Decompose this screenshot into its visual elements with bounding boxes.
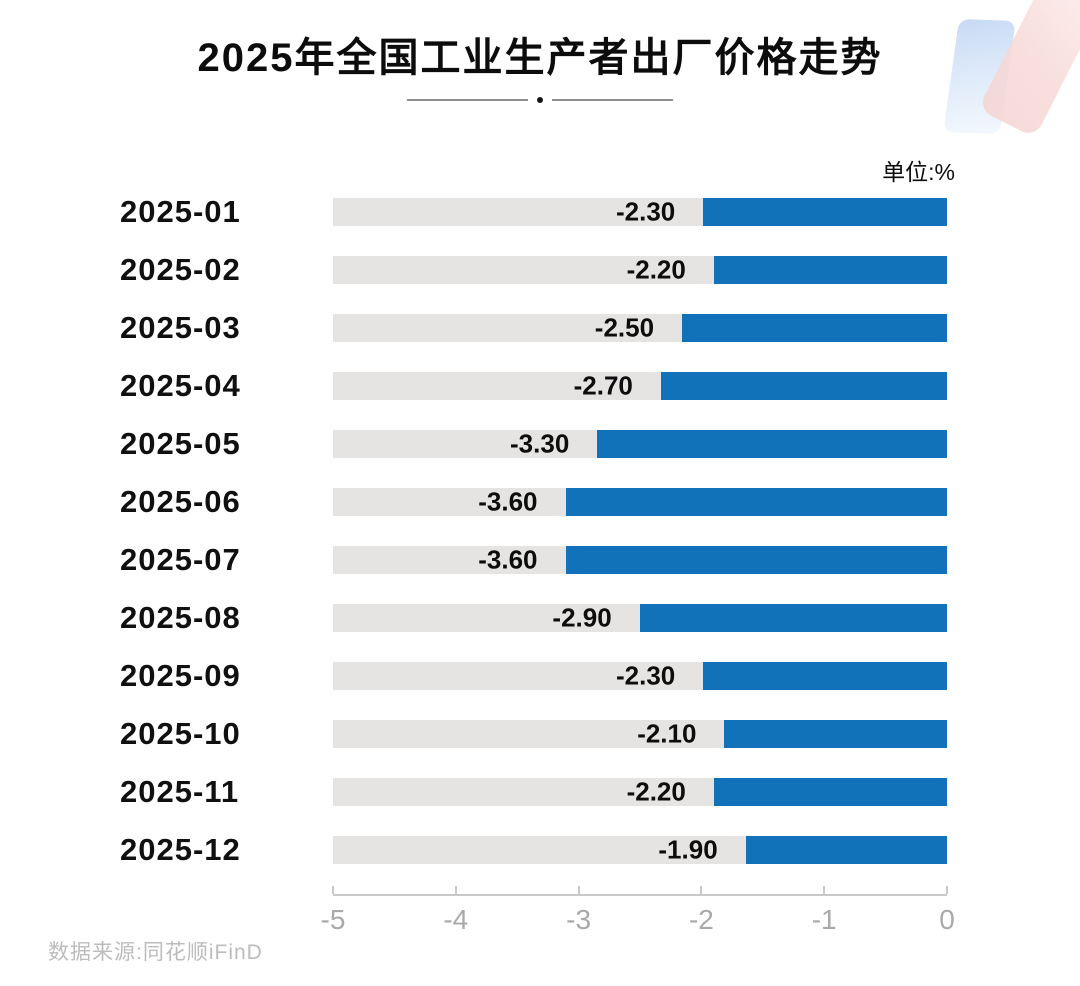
chart-row: 2025-11 -2.20 (120, 774, 947, 809)
axis-tick-label: -2 (688, 904, 714, 935)
axis-tick (823, 886, 826, 894)
value-label: -2.30 (616, 660, 676, 691)
bar-track: -2.70 (333, 370, 947, 401)
x-axis: -5 -4 -3 -2 -1 0 (321, 886, 955, 956)
category-label: 2025-03 (120, 310, 241, 345)
value-label: -3.60 (478, 544, 538, 575)
bar-track: -3.60 (333, 486, 947, 517)
axis-tick-label: -5 (320, 904, 346, 935)
bar (660, 372, 947, 400)
category-label: 2025-06 (120, 484, 241, 519)
axis-tick-label: 0 (939, 904, 955, 935)
bar (597, 430, 947, 458)
category-label: 2025-11 (120, 774, 240, 809)
value-label: -2.10 (637, 718, 697, 749)
category-label: 2025-12 (120, 832, 241, 867)
bar-track: -2.10 (333, 718, 947, 749)
bar-track: -2.20 (333, 254, 947, 285)
bar (639, 604, 947, 632)
divider-dot-icon (537, 97, 543, 103)
axis-tick-label: -4 (443, 904, 469, 935)
bar (745, 836, 947, 864)
bar (682, 314, 947, 342)
bar-track: -3.60 (333, 544, 947, 575)
bar (724, 720, 947, 748)
bar-track: -2.30 (333, 660, 947, 691)
category-label: 2025-10 (120, 716, 241, 751)
chart-rows: 2025-01 -2.30 2025-02 -2.20 2025-03 -2.50 2025… (120, 194, 947, 867)
axis-tick (454, 886, 457, 894)
value-label: -2.20 (626, 776, 686, 807)
unit-label: 单位:% (882, 159, 955, 185)
axis-tick-label: -1 (811, 904, 837, 935)
value-label: -2.90 (552, 602, 612, 633)
x-axis-line (333, 894, 947, 896)
category-label: 2025-05 (120, 426, 241, 461)
category-label: 2025-07 (120, 542, 241, 577)
chart-row: 2025-09 -2.30 (120, 658, 947, 693)
chart-row: 2025-02 -2.20 (120, 252, 947, 287)
chart-row: 2025-03 -2.50 (120, 310, 947, 345)
bar (713, 256, 947, 284)
bar-track: -2.30 (333, 196, 947, 227)
value-label: -3.30 (510, 428, 570, 459)
axis-tick (700, 886, 703, 894)
bar (703, 198, 947, 226)
bar (703, 662, 947, 690)
bar (565, 488, 947, 516)
value-label: -1.90 (658, 834, 718, 865)
bar-track: -1.90 (333, 834, 947, 865)
title-divider (407, 97, 673, 103)
category-label: 2025-01 (120, 194, 241, 229)
category-label: 2025-09 (120, 658, 241, 693)
chart-row: 2025-07 -3.60 (120, 542, 947, 577)
data-source: 数据来源:同花顺iFinD (48, 941, 263, 964)
bar-track: -2.50 (333, 312, 947, 343)
value-label: -2.50 (594, 312, 655, 343)
value-label: -2.70 (573, 370, 633, 401)
value-label: -2.30 (616, 196, 676, 227)
bar-chart: 2025-01 -2.30 2025-02 -2.20 2025-03 -2.50 2025… (120, 194, 955, 956)
category-label: 2025-08 (120, 600, 241, 635)
chart-row: 2025-10 -2.10 (120, 716, 947, 751)
bar-track: -2.90 (333, 602, 947, 633)
chart-row: 2025-08 -2.90 (120, 600, 947, 635)
category-label: 2025-04 (120, 368, 241, 403)
bar (713, 778, 947, 806)
category-label: 2025-02 (120, 252, 241, 287)
value-label: -2.20 (626, 254, 686, 285)
axis-tick-label: -3 (566, 904, 592, 935)
bar (565, 546, 947, 574)
value-label: -3.60 (478, 486, 538, 517)
divider-line-right (552, 99, 673, 101)
chart-row: 2025-05 -3.30 (120, 426, 947, 461)
bar-track: -3.30 (333, 428, 947, 459)
chart-row: 2025-04 -2.70 (120, 368, 947, 403)
axis-tick (577, 886, 580, 894)
divider-line-left (407, 99, 528, 101)
axis-tick (332, 886, 334, 894)
chart-row: 2025-12 -1.90 (120, 832, 947, 867)
page-title: 2025年全国工业生产者出厂价格走势 (197, 36, 883, 80)
bar-track: -2.20 (333, 776, 947, 807)
chart-row: 2025-01 -2.30 (120, 194, 947, 229)
chart-row: 2025-06 -3.60 (120, 484, 947, 519)
axis-tick (946, 886, 948, 894)
